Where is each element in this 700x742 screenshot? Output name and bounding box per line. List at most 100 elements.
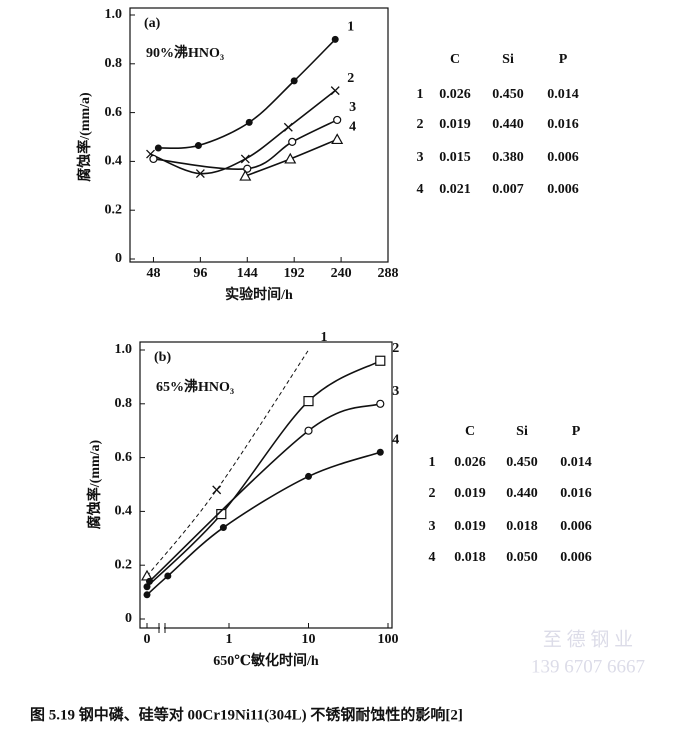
table-cell: 4	[429, 550, 436, 565]
curve	[146, 349, 309, 577]
table-header: P	[572, 424, 581, 439]
table-cell: 3	[417, 150, 424, 165]
y-tick-label: 0.4	[115, 504, 133, 519]
table-cell: 0.007	[492, 182, 524, 197]
marker	[304, 426, 313, 435]
x-tick-label: 192	[284, 266, 305, 281]
curve	[153, 119, 338, 170]
table-cell: 0.019	[439, 117, 471, 132]
table-cell: 0.006	[547, 150, 579, 165]
table-cell: 0.021	[439, 182, 471, 197]
marker	[375, 355, 386, 366]
plot-frame	[129, 7, 389, 263]
x-tick-label: 288	[378, 266, 399, 281]
marker	[290, 77, 298, 85]
y-tick-label: 0.2	[115, 557, 133, 572]
curve	[146, 360, 381, 588]
table-cell: 0.050	[506, 550, 538, 565]
series-label: 4	[349, 120, 356, 135]
y-tick-label: 0.6	[115, 450, 133, 465]
marker	[330, 86, 340, 96]
y-tick-label: 0.6	[105, 105, 123, 120]
annotation: (b)	[154, 350, 171, 365]
table-cell: 0.006	[547, 182, 579, 197]
x-tick-label: 10	[302, 632, 316, 647]
marker	[331, 133, 344, 145]
table-cell: 2	[417, 117, 424, 132]
table-cell: 0.006	[560, 519, 592, 534]
table-header: C	[465, 424, 475, 439]
series-label: 3	[392, 384, 399, 399]
table-cell: 0.015	[439, 150, 471, 165]
x-tick-label: 48	[146, 266, 160, 281]
table-cell: 4	[417, 182, 424, 197]
table-cell: 0.380	[492, 150, 524, 165]
marker	[376, 448, 384, 456]
table-cell: 3	[429, 519, 436, 534]
marker	[283, 122, 293, 132]
table-cell: 1	[429, 455, 436, 470]
x-tick-label: 0	[144, 632, 151, 647]
x-tick-label: 1	[226, 632, 233, 647]
table-cell: 2	[429, 486, 436, 501]
table-cell: 0.014	[560, 455, 592, 470]
table-cell: 0.019	[454, 486, 486, 501]
y-tick-label: 0.8	[105, 56, 123, 71]
x-tick-label: 96	[193, 266, 207, 281]
table-cell: 1	[417, 87, 424, 102]
table-cell: 0.440	[506, 486, 538, 501]
x-axis-label: 650℃敏化时间/h	[213, 652, 319, 669]
marker	[288, 137, 297, 146]
x-axis-label: 实验时间/h	[225, 286, 293, 303]
marker	[154, 144, 162, 152]
series-label: 2	[392, 341, 399, 356]
marker	[143, 583, 151, 591]
axis-break	[158, 623, 166, 633]
marker	[376, 399, 385, 408]
y-tick-label: 0	[125, 611, 132, 626]
series-label: 4	[392, 432, 399, 447]
marker	[164, 572, 172, 580]
marker	[305, 472, 312, 480]
table-cell: 0.440	[492, 117, 524, 132]
table-header: P	[559, 52, 568, 67]
marker	[212, 485, 222, 495]
series-label: 1	[321, 330, 328, 345]
table-cell: 0.016	[547, 117, 579, 132]
marker	[219, 524, 227, 532]
plot-frame	[139, 341, 393, 629]
curve	[148, 403, 381, 582]
marker	[216, 508, 227, 520]
y-tick-label: 0.4	[105, 154, 123, 169]
table-cell: 0.018	[454, 550, 486, 565]
y-tick-label: 1.0	[105, 7, 123, 22]
marker	[284, 152, 297, 164]
series-label: 2	[347, 71, 354, 86]
y-axis-label: 腐蚀率/(mm/a)	[76, 92, 93, 182]
x-tick-label: 100	[378, 632, 399, 647]
y-tick-label: 1.0	[115, 342, 133, 357]
marker	[239, 169, 252, 181]
annotation: (a)	[144, 16, 161, 31]
table-cell: 0.026	[439, 87, 471, 102]
table-cell: 0.019	[454, 519, 486, 534]
series-label: 1	[347, 20, 354, 35]
x-tick-label: 240	[331, 266, 352, 281]
marker	[143, 591, 151, 599]
subtitle: 65%沸HNO₃	[156, 378, 234, 395]
marker	[240, 154, 250, 164]
marker	[245, 118, 253, 126]
axis-break-gap	[160, 626, 164, 630]
caption: 图 5.19 钢中磷、硅等对 00Cr19Ni11(304L) 不锈钢耐蚀性的影…	[30, 705, 463, 723]
y-axis-label: 腐蚀率/(mm/a)	[86, 439, 103, 529]
marker	[149, 154, 158, 164]
marker	[333, 115, 342, 125]
table-cell: 0.014	[547, 87, 579, 102]
table-cell: 0.016	[560, 486, 592, 501]
table-cell: 0.026	[454, 455, 486, 470]
marker	[195, 169, 205, 179]
y-tick-label: 0.2	[105, 202, 123, 217]
table-cell: 0.006	[560, 550, 592, 565]
